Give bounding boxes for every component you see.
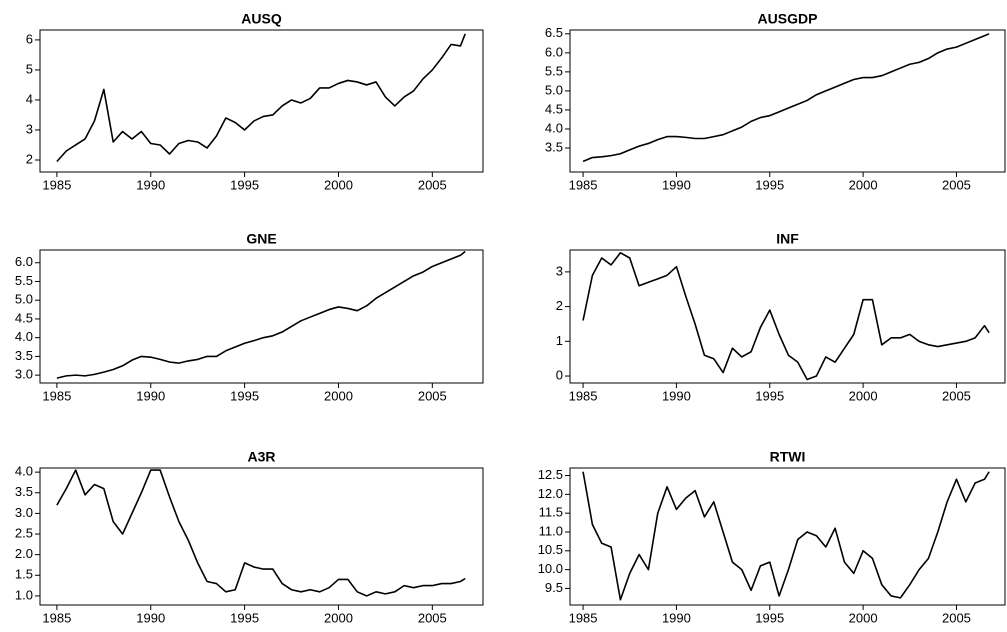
x-tick-label: 1985 bbox=[569, 177, 598, 192]
data-line bbox=[582, 33, 990, 163]
x-tick-label: 2005 bbox=[418, 177, 447, 192]
y-tick-label: 3.0 bbox=[15, 367, 33, 382]
y-tick-label: 10.5 bbox=[538, 542, 563, 557]
data-line bbox=[56, 33, 466, 163]
y-tick-label: 3 bbox=[26, 121, 33, 136]
x-tick-label: 1985 bbox=[42, 388, 71, 403]
x-tick-label: 2005 bbox=[942, 610, 971, 625]
panel-title: A3R bbox=[247, 449, 275, 465]
x-tick-label: 1985 bbox=[569, 388, 598, 403]
x-tick-label: 1995 bbox=[230, 177, 259, 192]
y-tick-label: 12.0 bbox=[538, 486, 563, 501]
y-tick-label: 2.5 bbox=[15, 525, 33, 540]
plot-frame bbox=[39, 29, 484, 173]
y-tick-label: 6.0 bbox=[15, 254, 33, 269]
x-tick-label: 1990 bbox=[136, 610, 165, 625]
y-tick-label: 6.0 bbox=[545, 44, 563, 59]
y-tick-label: 3.0 bbox=[15, 505, 33, 520]
y-tick-label: 4.0 bbox=[15, 329, 33, 344]
plot-frame bbox=[569, 29, 1006, 173]
y-tick-label: 1.5 bbox=[15, 567, 33, 582]
plot-frame bbox=[39, 249, 484, 384]
x-tick-label: 1990 bbox=[662, 610, 691, 625]
y-tick-label: 9.5 bbox=[545, 580, 563, 595]
y-tick-label: 3.5 bbox=[545, 139, 563, 154]
y-tick-label: 3.5 bbox=[15, 348, 33, 363]
x-tick-label: 1995 bbox=[755, 177, 784, 192]
data-line bbox=[56, 469, 466, 597]
y-tick-label: 3 bbox=[556, 263, 563, 278]
y-tick-label: 0 bbox=[556, 367, 563, 382]
x-tick-label: 2000 bbox=[324, 177, 353, 192]
x-tick-label: 1995 bbox=[230, 610, 259, 625]
y-tick-label: 4.5 bbox=[545, 101, 563, 116]
x-tick-label: 2005 bbox=[942, 388, 971, 403]
x-tick-label: 2005 bbox=[942, 177, 971, 192]
y-tick-label: 3.5 bbox=[15, 484, 33, 499]
data-line bbox=[582, 251, 990, 381]
data-line bbox=[56, 250, 466, 379]
plot-frame bbox=[569, 249, 1006, 384]
x-tick-label: 1990 bbox=[662, 388, 691, 403]
plot-frame bbox=[569, 467, 1006, 606]
panel-title: INF bbox=[776, 231, 799, 247]
x-tick-label: 1995 bbox=[755, 610, 784, 625]
x-tick-label: 2000 bbox=[849, 177, 878, 192]
y-tick-label: 1 bbox=[556, 333, 563, 348]
y-tick-label: 4 bbox=[26, 91, 33, 106]
panel-title: GNE bbox=[246, 231, 276, 247]
y-tick-label: 4.0 bbox=[15, 464, 33, 479]
x-tick-label: 2005 bbox=[418, 388, 447, 403]
x-tick-label: 1985 bbox=[42, 610, 71, 625]
y-tick-label: 12.5 bbox=[538, 467, 563, 482]
data-line bbox=[582, 471, 990, 601]
x-tick-label: 2000 bbox=[849, 388, 878, 403]
x-tick-label: 2005 bbox=[418, 610, 447, 625]
x-tick-label: 1990 bbox=[136, 177, 165, 192]
y-tick-label: 5.5 bbox=[545, 63, 563, 78]
x-tick-label: 1985 bbox=[42, 177, 71, 192]
y-tick-label: 11.5 bbox=[539, 505, 563, 520]
x-tick-label: 1995 bbox=[755, 388, 784, 403]
x-tick-label: 1990 bbox=[136, 388, 165, 403]
y-tick-label: 4.0 bbox=[545, 120, 563, 135]
x-tick-label: 2000 bbox=[324, 388, 353, 403]
y-tick-label: 5 bbox=[26, 61, 33, 76]
x-tick-label: 1990 bbox=[662, 177, 691, 192]
x-tick-label: 1985 bbox=[569, 610, 598, 625]
y-tick-label: 6.5 bbox=[545, 25, 563, 40]
y-tick-label: 5.0 bbox=[545, 82, 563, 97]
panel-title: RTWI bbox=[770, 449, 806, 465]
y-tick-label: 2 bbox=[26, 151, 33, 166]
y-tick-label: 5.5 bbox=[15, 273, 33, 288]
y-tick-label: 11.0 bbox=[539, 523, 563, 538]
x-tick-label: 2000 bbox=[324, 610, 353, 625]
y-tick-label: 6 bbox=[26, 31, 33, 46]
panel-title: AUSQ bbox=[241, 11, 282, 27]
y-tick-label: 1.0 bbox=[15, 587, 33, 602]
y-tick-label: 2 bbox=[556, 298, 563, 313]
x-tick-label: 2000 bbox=[849, 610, 878, 625]
x-tick-label: 1995 bbox=[230, 388, 259, 403]
y-tick-label: 2.0 bbox=[15, 546, 33, 561]
y-tick-label: 5.0 bbox=[15, 292, 33, 307]
plot-frame bbox=[39, 467, 484, 606]
y-tick-label: 4.5 bbox=[15, 310, 33, 325]
y-tick-label: 10.0 bbox=[538, 561, 563, 576]
panel-title: AUSGDP bbox=[758, 11, 818, 27]
